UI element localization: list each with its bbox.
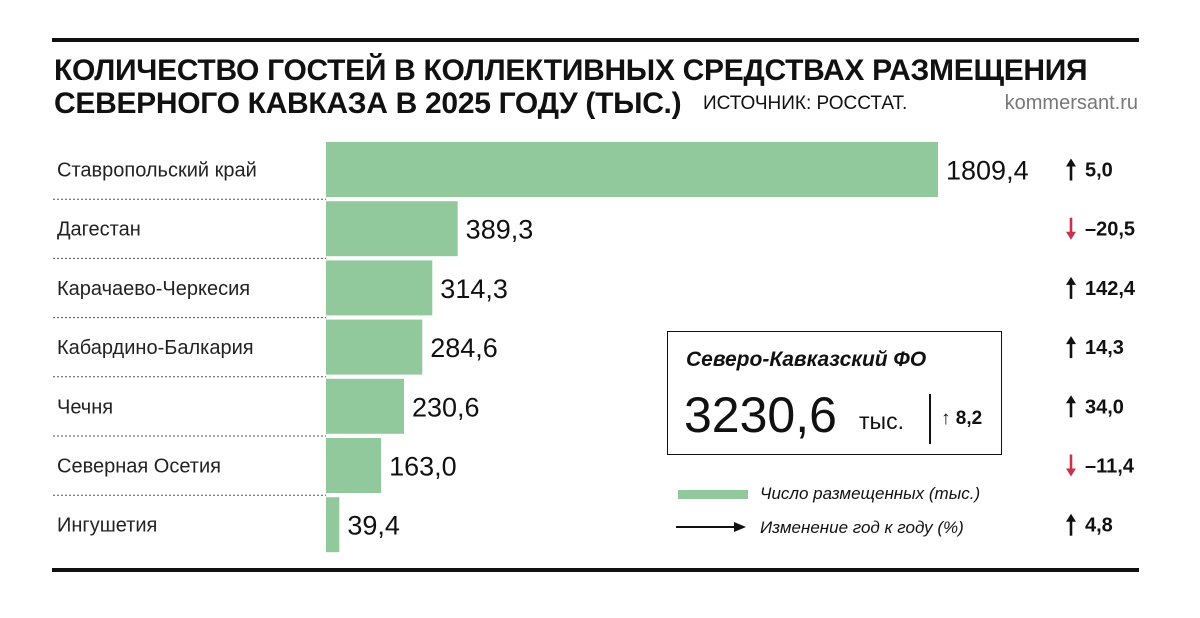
value-label: 230,6 <box>412 392 480 422</box>
bar <box>326 378 404 434</box>
category-label: Ставропольский край <box>57 160 257 182</box>
change-label: 14,3 <box>1085 337 1124 359</box>
summary-unit: тыс. <box>859 408 904 434</box>
bar <box>326 260 433 316</box>
chart-title-line-1: КОЛИЧЕСТВО ГОСТЕЙ В КОЛЛЕКТИВНЫХ СРЕДСТВ… <box>54 54 1088 87</box>
legend-bar-label: Число размещенных (тыс.) <box>760 484 981 503</box>
summary-change: ↑ 8,2 <box>941 408 982 430</box>
change-label: –20,5 <box>1085 219 1135 241</box>
value-label: 1809,4 <box>946 156 1029 186</box>
chart-title-line-2: СЕВЕРНОГО КАВКАЗА В 2025 ГОДУ (ТЫС.) <box>54 87 682 120</box>
legend-bar-swatch <box>678 490 748 499</box>
change-label: 34,0 <box>1085 396 1124 418</box>
value-label: 284,6 <box>430 333 498 363</box>
bar <box>326 142 938 197</box>
brand-label: kommersant.ru <box>1004 92 1138 114</box>
category-label: Чечня <box>57 396 113 418</box>
change-label: 4,8 <box>1085 515 1113 537</box>
change-label: 5,0 <box>1085 160 1113 182</box>
summary-box: Северо-Кавказский ФО 3230,6 тыс. ↑ 8,2 <box>667 331 1002 455</box>
up-arrow-icon <box>1066 513 1076 522</box>
category-label: Карачаево-Черкесия <box>57 278 250 300</box>
top-rule <box>52 38 1139 42</box>
bottom-rule <box>52 568 1139 572</box>
category-label: Ингушетия <box>57 515 157 537</box>
value-label: 314,3 <box>440 274 508 304</box>
value-label: 389,3 <box>466 215 534 245</box>
summary-title: Северо-Кавказский ФО <box>686 348 927 371</box>
up-arrow-icon: ↑ <box>941 408 951 429</box>
change-label: –11,4 <box>1085 456 1135 478</box>
down-arrow-icon <box>1066 468 1076 477</box>
bar <box>326 201 458 257</box>
bar <box>326 497 340 553</box>
up-arrow-icon <box>1066 395 1076 404</box>
value-label: 39,4 <box>347 511 400 541</box>
up-arrow-icon <box>1066 276 1076 285</box>
category-label: Кабардино-Балкария <box>57 337 254 359</box>
up-arrow-icon <box>1066 158 1076 167</box>
source-note: ИСТОЧНИК: РОССТАТ. <box>703 93 908 114</box>
summary-divider <box>929 394 931 444</box>
category-label: Дагестан <box>57 219 141 241</box>
up-arrow-icon <box>1066 336 1076 345</box>
summary-change-value: 8,2 <box>955 408 983 429</box>
down-arrow-icon <box>1066 231 1076 240</box>
change-label: 142,4 <box>1085 278 1136 300</box>
summary-value: 3230,6 <box>684 387 837 443</box>
legend-arrow-label: Изменение год к году (%) <box>760 518 964 537</box>
value-label: 163,0 <box>389 452 457 482</box>
legend-arrow-icon <box>676 522 746 532</box>
bar <box>326 438 382 493</box>
category-label: Северная Осетия <box>57 456 221 478</box>
bar <box>326 319 423 375</box>
